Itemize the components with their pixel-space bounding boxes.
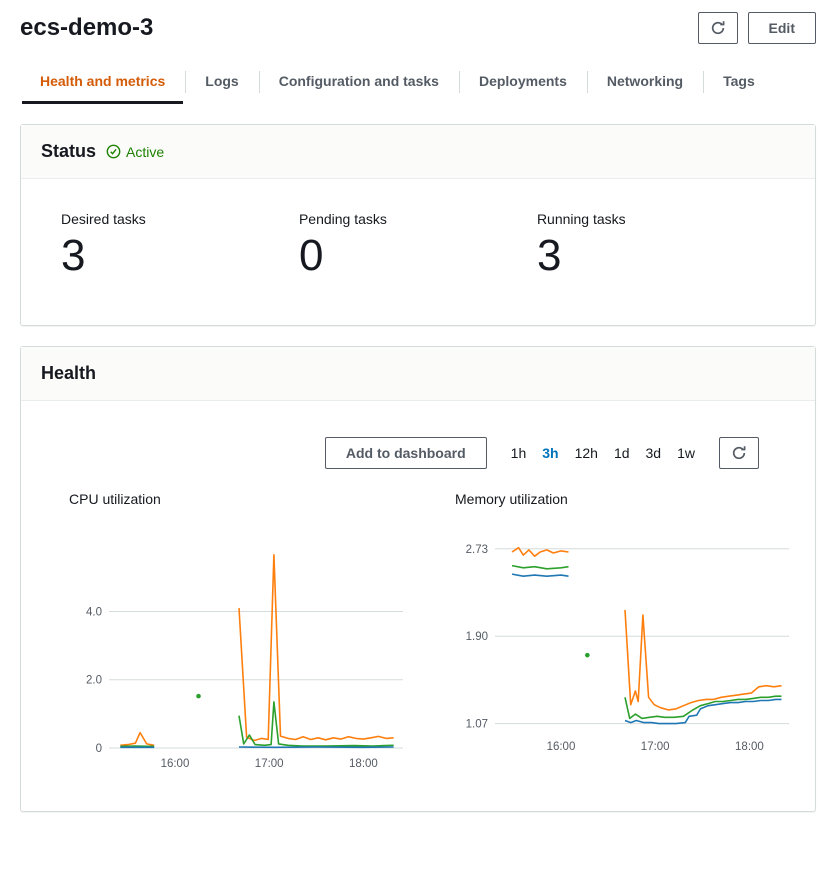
metric-label: Pending tasks [298, 211, 387, 227]
svg-text:1.90: 1.90 [466, 631, 488, 643]
metric-pending-tasks: Pending tasks 0 [299, 211, 537, 279]
tab-networking[interactable]: Networking [587, 60, 703, 104]
time-range-12h[interactable]: 12h [574, 445, 598, 462]
memory-utilization-chart: Memory utilization 1.07 1.90 2.73 16:00 17:0… [449, 491, 797, 783]
refresh-button[interactable] [697, 12, 738, 44]
time-range-1w[interactable]: 1w [677, 445, 695, 462]
chart-title: CPU utilization [69, 491, 161, 508]
svg-text:1.07: 1.07 [466, 719, 488, 731]
svg-text:2.0: 2.0 [86, 675, 102, 687]
page: ecs-demo-3 Edit Health and metrics Logs Co… [0, 0, 836, 812]
charts-refresh-button[interactable] [719, 437, 759, 470]
add-to-dashboard-button[interactable]: Add to dashboard [324, 437, 487, 470]
tab-configuration-and-tasks[interactable]: Configuration and tasks [259, 60, 459, 104]
metric-value: 0 [298, 231, 324, 280]
header-actions: Edit [697, 12, 816, 44]
tab-tags[interactable]: Tags [703, 60, 775, 104]
svg-text:17:00: 17:00 [641, 741, 670, 753]
chart-controls: Add to dashboard 1h 3h 12h 1d 3d 1w [49, 425, 787, 470]
status-metrics: Desired tasks 3 Pending tasks 0 Running task… [21, 179, 815, 325]
refresh-icon [710, 20, 726, 36]
svg-text:16:00: 16:00 [547, 741, 576, 753]
status-badge: Active [106, 144, 164, 160]
refresh-icon [731, 445, 747, 461]
svg-text:18:00: 18:00 [735, 741, 764, 753]
svg-text:16:00: 16:00 [161, 758, 190, 770]
metric-value: 3 [61, 231, 86, 280]
time-range-3h[interactable]: 3h [542, 445, 559, 462]
tab-deployments[interactable]: Deployments [459, 60, 587, 104]
time-range-3d[interactable]: 3d [645, 445, 662, 462]
tab-health-and-metrics[interactable]: Health and metrics [20, 60, 185, 104]
metric-label: Desired tasks [61, 211, 146, 227]
time-range-selector: 1h 3h 12h 1d 3d 1w [511, 445, 695, 461]
tab-bar: Health and metrics Logs Configuration and … [20, 60, 816, 104]
metric-desired-tasks: Desired tasks 3 [61, 211, 299, 279]
check-circle-icon [106, 144, 121, 159]
svg-text:17:00: 17:00 [255, 758, 284, 770]
metric-running-tasks: Running tasks 3 [537, 211, 775, 279]
cpu-utilization-plot: 0 2.0 4.0 16:00 17:00 18:00 [86, 554, 403, 770]
status-card: Status Active Desired tasks 3 Pending task… [20, 124, 816, 327]
status-card-header: Status Active [21, 125, 815, 179]
charts-row: CPU utilization 0 2.0 4.0 16:00 17:00 18:00 M… [49, 491, 789, 783]
chart-title: Memory utilization [455, 491, 568, 508]
page-header: ecs-demo-3 Edit [20, 0, 816, 44]
health-title: Health [41, 363, 97, 384]
edit-button[interactable]: Edit [747, 12, 816, 44]
status-title: Status [41, 141, 97, 161]
svg-text:18:00: 18:00 [349, 758, 378, 770]
health-body: Add to dashboard 1h 3h 12h 1d 3d 1w CPU utili… [21, 401, 815, 811]
time-range-1h[interactable]: 1h [510, 445, 527, 462]
health-card-header: Health [21, 347, 815, 402]
svg-text:4.0: 4.0 [86, 607, 102, 619]
metric-value: 3 [536, 231, 562, 280]
time-range-1d[interactable]: 1d [613, 445, 630, 462]
cpu-utilization-chart: CPU utilization 0 2.0 4.0 16:00 17:00 18:00 [63, 491, 411, 783]
tab-logs[interactable]: Logs [185, 60, 258, 104]
metric-label: Running tasks [536, 211, 626, 227]
memory-utilization-plot: 1.07 1.90 2.73 16:00 17:00 18:00 [466, 544, 789, 753]
health-card: Health Add to dashboard 1h 3h 12h 1d 3d 1w [20, 346, 816, 813]
page-title: ecs-demo-3 [20, 14, 154, 41]
svg-text:0: 0 [96, 743, 102, 755]
status-badge-label: Active [126, 143, 165, 160]
svg-text:2.73: 2.73 [466, 544, 488, 556]
